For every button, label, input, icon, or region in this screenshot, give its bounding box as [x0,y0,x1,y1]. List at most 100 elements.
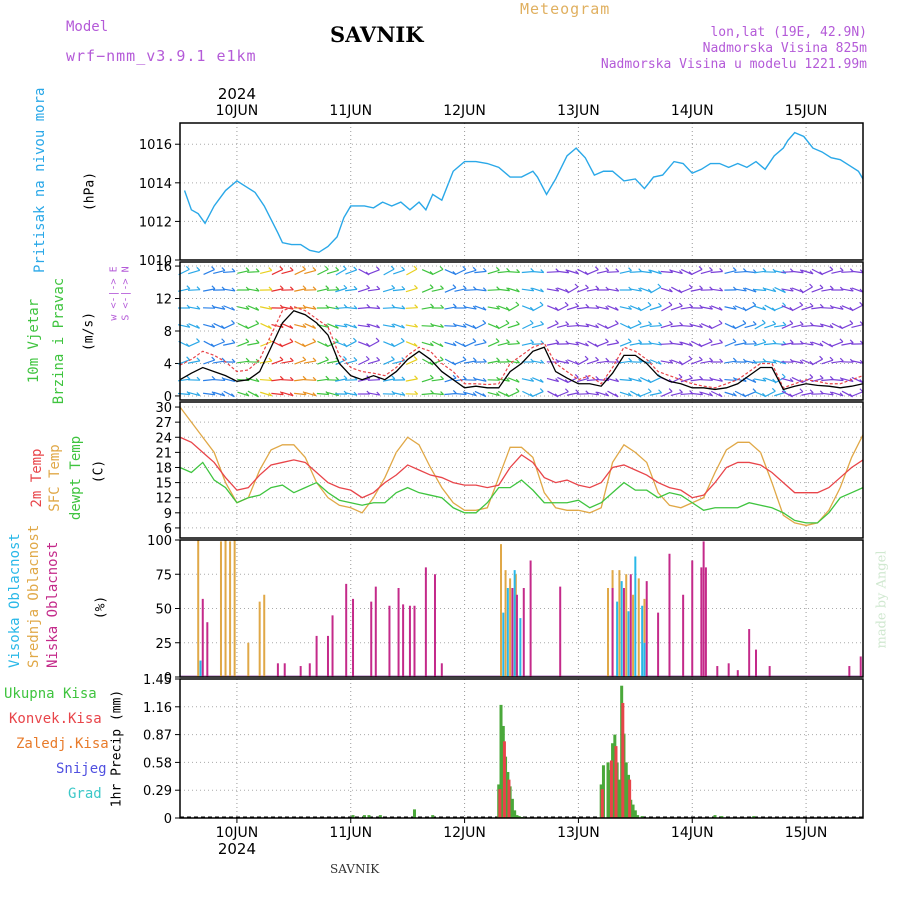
wind-barb [649,305,662,311]
wind-barb-head [312,392,317,397]
wind-barb-head [505,319,510,324]
day-label-bottom: 12JUN [443,825,486,841]
wind-barb-head [554,320,559,324]
wind-barb [619,360,632,364]
wind-barb [532,391,544,397]
wind-barb [474,270,487,274]
wind-barb [532,377,544,383]
wind-barb [774,359,786,365]
wind-barb-head [809,302,814,307]
wind-barb [841,342,854,346]
wind-barb [187,306,201,310]
wind-barb [650,286,662,294]
wind-barb-head [819,284,824,289]
wind-barb [188,341,200,347]
wind-barb-head [585,342,589,347]
wind-barb-head [462,375,467,380]
wind-barb [345,306,358,310]
wind-barb [774,391,786,397]
wind-barb-head [574,283,579,288]
wind-barb-head [231,320,235,324]
wind-barb-head [312,357,317,362]
wind-barb [781,288,794,292]
wind-barb-head [615,268,620,273]
wind-barb [639,287,652,293]
wind-barb-head [353,324,358,329]
wind-barb [606,288,619,292]
wind-barb-head [688,355,693,360]
wind-barb [294,323,307,329]
wind-barb [680,306,693,310]
wind-barb-head [255,393,259,398]
precip-bar-convective [628,779,632,818]
wind-barb [383,341,395,347]
precip-bar-total [351,815,355,818]
wind-barb-head [839,305,844,310]
wind-barb [392,392,405,396]
wind-barb [744,377,757,383]
wind-barb [487,391,500,397]
wind-barb [294,392,307,396]
wind-barb-head [742,339,747,344]
pressure-line [183,131,864,254]
wind-barb [487,269,500,275]
wind-barb-head [245,392,250,397]
wind-barb [724,269,737,275]
wind-barb [421,341,434,347]
wind-barb-head [413,265,418,270]
panel-frame [179,539,864,678]
wind-barb [619,378,632,382]
wind-barb [487,360,500,364]
wind-barb [764,287,776,293]
wind-barb-head [529,306,534,311]
wind-barb-head [462,265,467,270]
wind-barb [649,359,662,365]
wind-barb-head [732,338,737,343]
wind-barb [691,340,703,348]
wind-barb [791,287,804,293]
wind-barb [851,391,864,397]
wind-barb-head [472,357,477,362]
wind-barb-head [231,358,236,363]
wind-barb [382,324,395,328]
precip-bar-total [624,762,628,818]
wind-barb-head [268,305,273,310]
wind-barb-head [401,376,406,381]
wind-barb-head [289,357,294,362]
wind-barb [405,378,418,382]
y-tick-label: 8 [164,325,172,340]
wind-barb [316,378,329,382]
wind-barb-head [462,285,467,290]
wind-barb-head [482,306,487,311]
wind-barb-head [231,339,236,344]
wind-barb-head [343,342,348,347]
wind-barb [464,269,477,275]
wind-barb [464,323,477,329]
wind-barb-head [495,392,500,396]
wind-barb [345,340,357,348]
wind-barb [454,392,467,396]
wind-barb-head [196,305,201,310]
wind-barb-head [196,392,201,396]
precip-bar-total [752,816,756,818]
wind-barb [531,323,544,329]
wind-barb [421,377,434,383]
wind-barb-head [472,392,477,396]
wind-barb [421,325,434,327]
wind-barb [557,304,569,312]
wind-barb-head [772,378,777,383]
wind-barb [680,341,693,347]
wind-barb-head [782,302,786,307]
wind-barb-head [366,323,371,328]
wind-barb [335,268,347,276]
wind-barb-head [325,285,330,290]
wind-barb [821,392,834,396]
day-label-bottom: 13JUN [557,825,600,841]
wind-barb [507,342,520,346]
wind-barb [454,359,467,365]
wind-barb [522,322,534,330]
wind-barbs-group [177,265,864,398]
wind-barb-head [366,342,370,347]
wind-barb-head [819,303,824,308]
wind-barb-head [809,283,813,288]
